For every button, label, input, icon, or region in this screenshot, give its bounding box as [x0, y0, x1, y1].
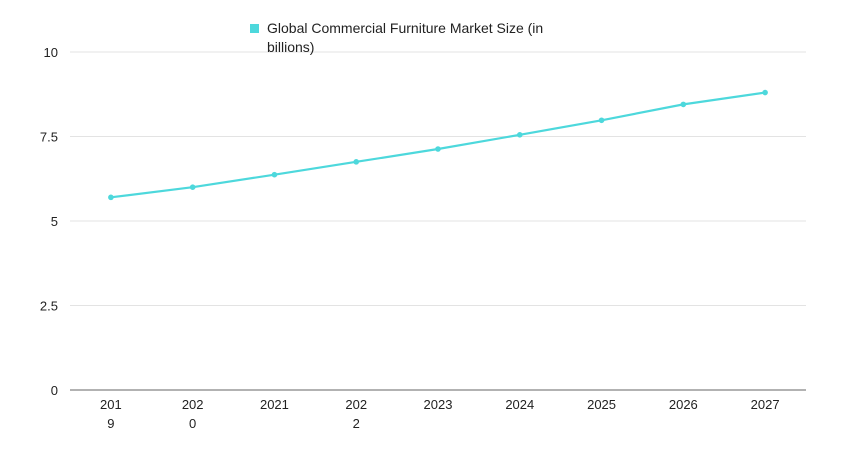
x-tick-label: 2025: [587, 397, 616, 412]
data-point: [271, 171, 278, 178]
series-line: [109, 91, 767, 199]
legend-label: Global Commercial Furniture Market Size …: [267, 20, 544, 55]
y-tick-label: 0: [51, 383, 58, 398]
x-tick-label: 201 9: [100, 397, 122, 431]
legend-swatch: [250, 24, 259, 33]
x-tick-label: 2021: [260, 397, 289, 412]
data-point: [762, 89, 768, 96]
y-tick-label: 10: [44, 45, 58, 60]
x-tick-label: 2026: [669, 397, 698, 412]
data-point: [108, 194, 114, 201]
x-tick-label: 2027: [751, 397, 780, 412]
data-point: [353, 159, 360, 165]
y-tick-label: 5: [51, 214, 58, 229]
y-tick-label: 7.5: [40, 130, 58, 145]
data-point: [435, 146, 441, 152]
x-tick-label: 202 0: [182, 397, 204, 431]
data-point: [189, 184, 196, 190]
data-point: [598, 117, 605, 124]
x-tick-label: 2024: [505, 397, 534, 412]
x-tick-label: 2023: [424, 397, 453, 412]
y-tick-label: 2.5: [40, 299, 58, 314]
data-point: [516, 132, 523, 138]
chart-legend: Global Commercial Furniture Market Size …: [250, 19, 570, 57]
x-tick-label: 202 2: [345, 397, 367, 431]
data-point: [680, 101, 687, 108]
